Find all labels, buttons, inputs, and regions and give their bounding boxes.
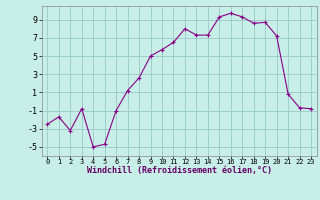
X-axis label: Windchill (Refroidissement éolien,°C): Windchill (Refroidissement éolien,°C) <box>87 166 272 175</box>
